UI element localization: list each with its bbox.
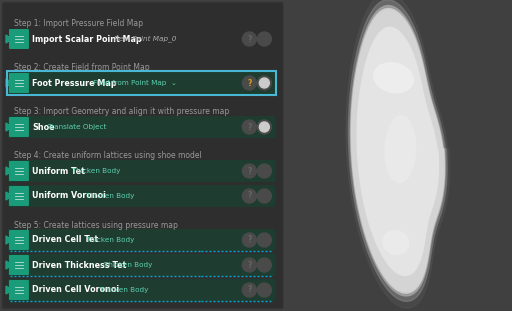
Text: Import Scalar Point Map: Import Scalar Point Map xyxy=(32,35,142,44)
Text: Translate Object: Translate Object xyxy=(48,124,106,130)
Polygon shape xyxy=(351,8,444,293)
Text: ?: ? xyxy=(247,285,251,295)
FancyBboxPatch shape xyxy=(8,116,275,138)
Circle shape xyxy=(242,76,257,90)
Text: Thicken Body: Thicken Body xyxy=(87,193,135,199)
FancyBboxPatch shape xyxy=(9,255,29,275)
Text: Uniform Tet: Uniform Tet xyxy=(32,166,85,175)
Polygon shape xyxy=(346,0,450,308)
Text: Driven Cell Tet: Driven Cell Tet xyxy=(32,235,98,244)
Polygon shape xyxy=(6,79,12,87)
Circle shape xyxy=(258,283,271,297)
FancyBboxPatch shape xyxy=(8,254,275,276)
Text: Driven Thickness Tet: Driven Thickness Tet xyxy=(32,261,126,270)
Circle shape xyxy=(258,32,271,46)
Text: Uniform Voronoi: Uniform Voronoi xyxy=(32,192,106,201)
Circle shape xyxy=(258,164,271,178)
Circle shape xyxy=(260,260,269,270)
Text: Foot Pressure Map: Foot Pressure Map xyxy=(32,78,117,87)
Circle shape xyxy=(242,233,257,247)
Circle shape xyxy=(242,189,257,203)
Text: Step 5: Create lattices using pressure map: Step 5: Create lattices using pressure m… xyxy=(14,220,178,230)
FancyBboxPatch shape xyxy=(8,185,275,207)
Text: Thicken Body: Thicken Body xyxy=(100,287,148,293)
Circle shape xyxy=(260,191,269,201)
FancyBboxPatch shape xyxy=(8,72,275,94)
Text: ?: ? xyxy=(247,123,251,132)
Text: Step 1: Import Pressure Field Map: Step 1: Import Pressure Field Map xyxy=(14,20,143,29)
Polygon shape xyxy=(357,27,438,276)
FancyBboxPatch shape xyxy=(2,2,283,309)
Polygon shape xyxy=(6,123,12,131)
Circle shape xyxy=(260,235,269,245)
Text: ?: ? xyxy=(247,192,251,201)
Circle shape xyxy=(258,233,271,247)
Text: Real Point Map_0: Real Point Map_0 xyxy=(114,35,177,42)
Polygon shape xyxy=(6,261,12,269)
Text: Thicken Body: Thicken Body xyxy=(87,237,135,243)
Polygon shape xyxy=(350,6,445,296)
FancyBboxPatch shape xyxy=(8,28,275,50)
Polygon shape xyxy=(6,167,12,175)
Text: Driven Cell Voronoi: Driven Cell Voronoi xyxy=(32,285,119,295)
Circle shape xyxy=(242,32,257,46)
Circle shape xyxy=(258,189,271,203)
FancyBboxPatch shape xyxy=(9,29,29,49)
Circle shape xyxy=(242,283,257,297)
Circle shape xyxy=(242,258,257,272)
Ellipse shape xyxy=(385,115,416,183)
FancyBboxPatch shape xyxy=(8,160,275,182)
FancyBboxPatch shape xyxy=(9,161,29,181)
Circle shape xyxy=(260,122,269,132)
FancyBboxPatch shape xyxy=(9,117,29,137)
Text: Step 2: Create Field from Point Map: Step 2: Create Field from Point Map xyxy=(14,63,150,72)
Circle shape xyxy=(260,285,269,295)
Text: Thicken Body: Thicken Body xyxy=(72,168,121,174)
Text: Shoe: Shoe xyxy=(32,123,55,132)
Ellipse shape xyxy=(382,230,410,255)
Polygon shape xyxy=(348,0,447,301)
FancyBboxPatch shape xyxy=(9,230,29,250)
Polygon shape xyxy=(6,192,12,200)
FancyBboxPatch shape xyxy=(9,280,29,300)
Ellipse shape xyxy=(373,62,414,94)
Polygon shape xyxy=(352,10,444,292)
Circle shape xyxy=(260,166,269,176)
Circle shape xyxy=(258,76,271,90)
Circle shape xyxy=(260,78,269,88)
Circle shape xyxy=(242,164,257,178)
Text: ?: ? xyxy=(247,35,251,44)
Circle shape xyxy=(260,34,269,44)
Text: ?: ? xyxy=(247,166,251,175)
Text: ?: ? xyxy=(247,235,251,244)
Text: Thicken Body: Thicken Body xyxy=(104,262,152,268)
Text: Step 3: Import Geometry and align it with pressure map: Step 3: Import Geometry and align it wit… xyxy=(14,108,229,117)
FancyBboxPatch shape xyxy=(8,279,275,301)
Text: ?: ? xyxy=(247,78,251,87)
FancyBboxPatch shape xyxy=(8,229,275,251)
FancyBboxPatch shape xyxy=(9,73,29,93)
Circle shape xyxy=(258,120,271,134)
Circle shape xyxy=(242,120,257,134)
Circle shape xyxy=(258,258,271,272)
Text: Step 4: Create uniform lattices using shoe model: Step 4: Create uniform lattices using sh… xyxy=(14,151,202,160)
Polygon shape xyxy=(6,286,12,294)
Text: ?: ? xyxy=(247,261,251,270)
Polygon shape xyxy=(6,35,12,43)
FancyBboxPatch shape xyxy=(9,186,29,206)
Polygon shape xyxy=(6,236,12,244)
Text: Field from Point Map  ⌄: Field from Point Map ⌄ xyxy=(93,80,177,86)
